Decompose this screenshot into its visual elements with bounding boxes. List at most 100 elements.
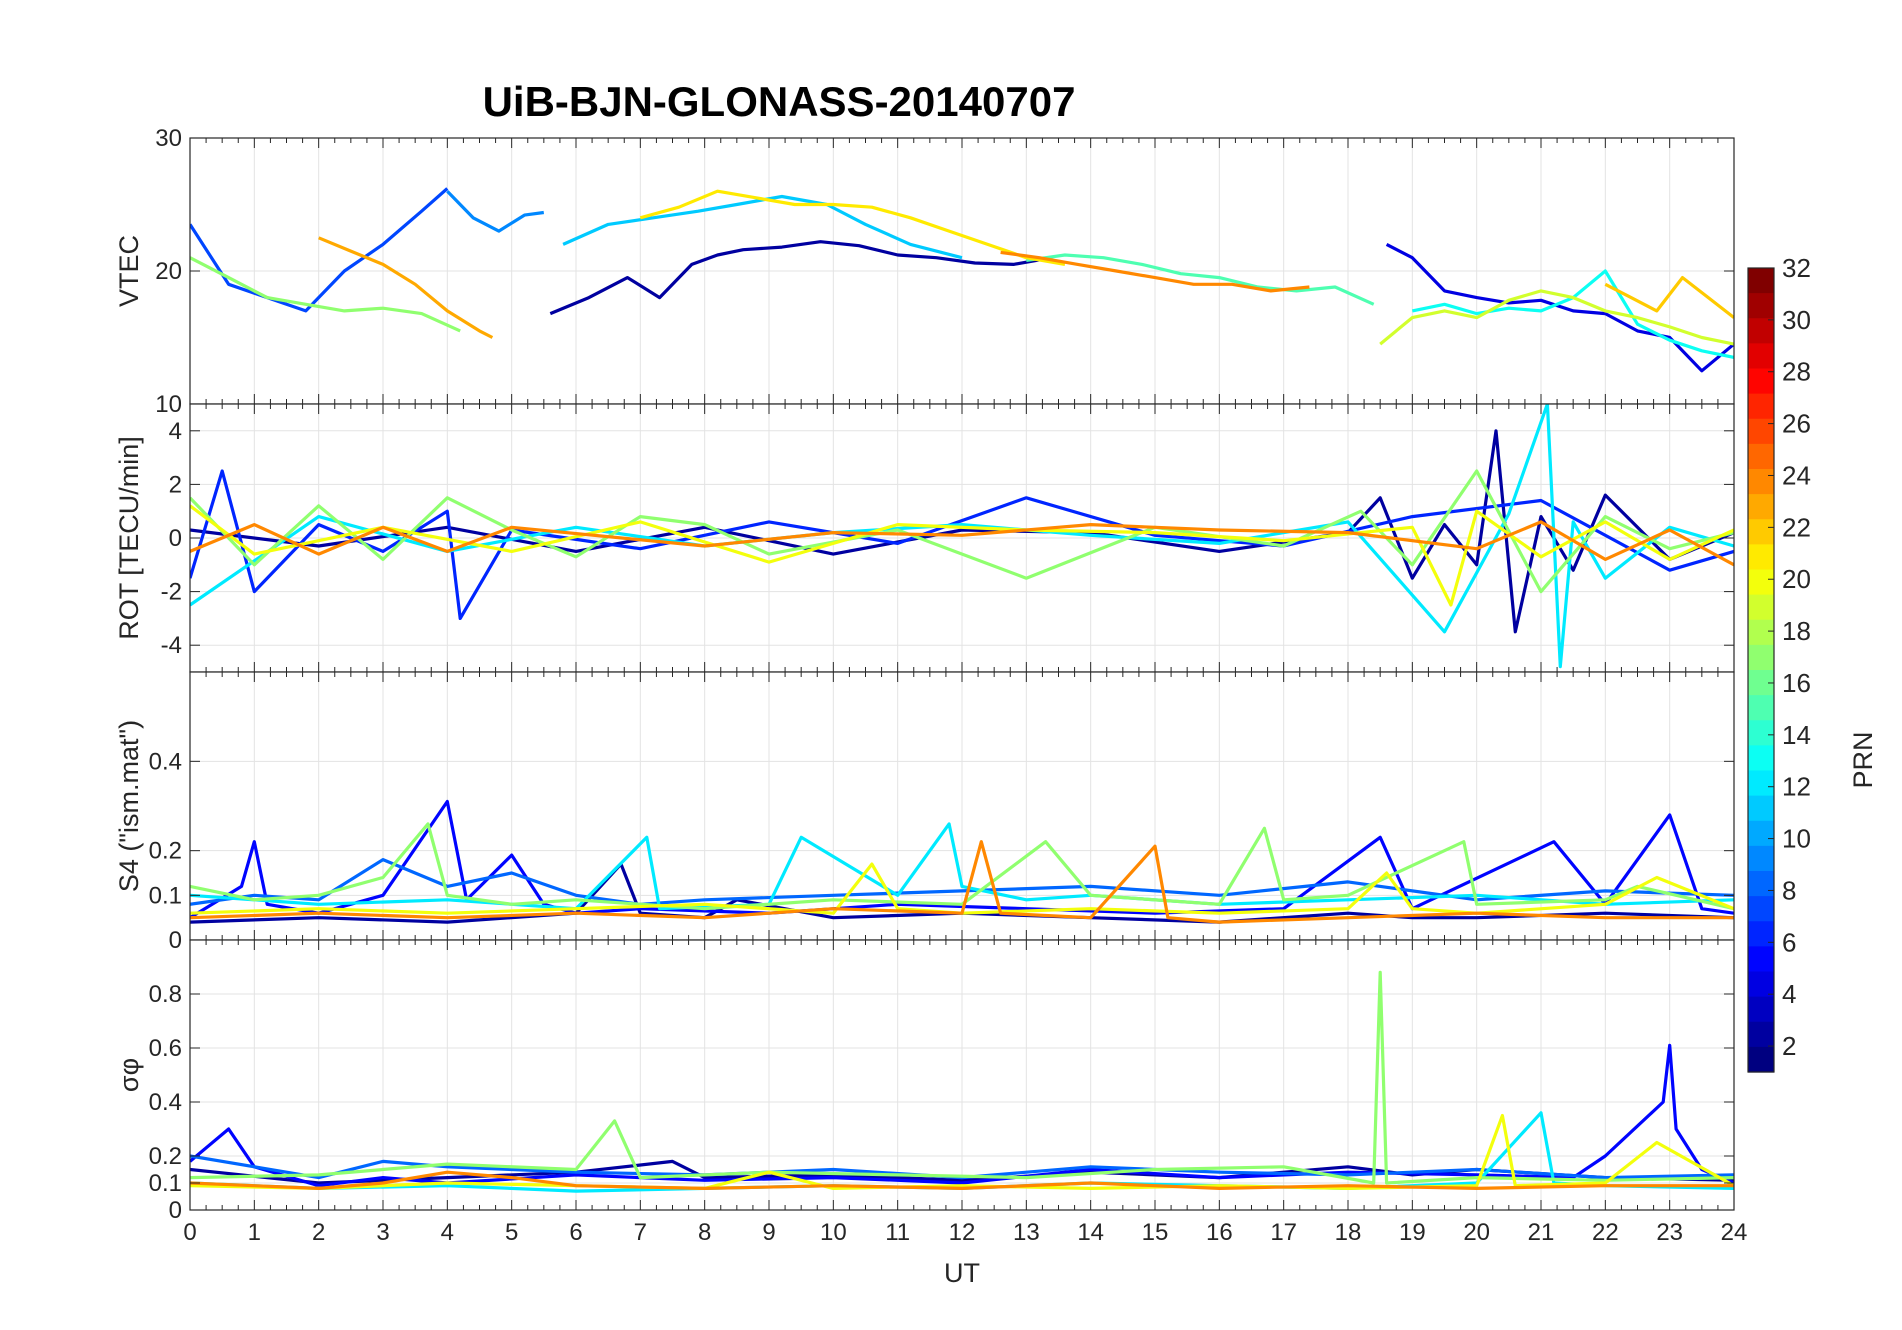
series-line-prn-23: [318, 236, 494, 339]
x-tick-label: 23: [1656, 1219, 1683, 1246]
colorbar-label: PRN: [1848, 731, 1878, 788]
series-line-prn-24: [190, 520, 1734, 567]
series-line-prn-8: [190, 857, 1734, 906]
colorbar-segment: [1748, 820, 1774, 847]
colorbar-segment: [1748, 418, 1774, 445]
colorbar-segment: [1748, 619, 1774, 646]
y-tick-label: 2: [169, 471, 182, 498]
x-axis: 0 1 2 3 4 5 6 7 8 9 10 11 12 13 14 15 16 17 18 19 20 21 22 23 24: [183, 1219, 1747, 1246]
series-line-prn-22: [1604, 276, 1734, 319]
colorbar-tick-label: 16: [1782, 668, 1811, 698]
colorbar-segment: [1748, 996, 1774, 1023]
series-line-prn-24: [190, 1170, 1734, 1191]
x-tick-label: 1: [248, 1219, 261, 1246]
x-tick-label: 9: [762, 1219, 775, 1246]
series-line-prn-8: [190, 1154, 1734, 1180]
colorbar-tick-label: 20: [1782, 564, 1811, 594]
series-line-prn-19: [1379, 289, 1734, 346]
y-axis-label: σφ: [114, 1058, 144, 1092]
series-line-prn-21: [639, 189, 1066, 266]
y-tick-label: -4: [161, 632, 182, 659]
colorbar-tick-label: 6: [1782, 927, 1796, 957]
colorbar-segment: [1748, 720, 1774, 746]
y-tick-label: 0.8: [149, 981, 182, 1008]
series-line-prn-17: [190, 469, 1734, 594]
y-tick-label: 10: [155, 391, 182, 418]
series-line-prn-7: [190, 187, 449, 313]
y-tick-label: 0.2: [149, 838, 182, 865]
y-tick-label: 0.1: [149, 1170, 182, 1197]
x-tick-label: 18: [1335, 1219, 1362, 1246]
x-tick-label: 7: [634, 1219, 647, 1246]
series-line-prn-15: [1026, 253, 1375, 306]
y-axis-label: VTEC: [114, 235, 144, 307]
series-line-prn-2: [549, 240, 1053, 316]
y-tick-label: 20: [155, 258, 182, 285]
chart-title: UiB-BJN-GLONASS-20140707: [483, 78, 1076, 125]
colorbar-segment: [1748, 569, 1774, 596]
series-line-prn-20: [190, 862, 1734, 915]
y-axis-label: ROT [TECU/min]: [114, 436, 144, 640]
series-line-prn-20: [190, 1113, 1734, 1191]
colorbar-segment: [1748, 443, 1774, 470]
panel-s4: 0 0.1 0.2 0.4S4 ("ism.mat"): [114, 671, 1735, 954]
x-tick-label: 19: [1399, 1219, 1426, 1246]
colorbar-tick-label: 4: [1782, 979, 1796, 1009]
series-line-prn-12: [190, 822, 1734, 911]
x-tick-label: 2: [312, 1219, 325, 1246]
y-tick-label: 0: [169, 1197, 182, 1224]
colorbar-segment: [1748, 343, 1774, 370]
series-line-prn-24: [1000, 250, 1310, 293]
x-tick-label: 16: [1206, 1219, 1233, 1246]
x-axis-label: UT: [944, 1258, 980, 1288]
colorbar-segment: [1748, 871, 1774, 897]
x-tick-label: 15: [1142, 1219, 1169, 1246]
colorbar-segment: [1748, 695, 1774, 721]
series-line-prn-17: [190, 822, 1734, 911]
y-tick-label: 0.4: [149, 748, 182, 775]
series-group: [190, 187, 1734, 373]
y-tick-label: 0.6: [149, 1035, 182, 1062]
colorbar-tick-label: 26: [1782, 409, 1811, 439]
series-line-prn-6: [190, 469, 1734, 621]
y-tick-label: 0.2: [149, 1143, 182, 1170]
x-tick-label: 20: [1463, 1219, 1490, 1246]
colorbar-segment: [1748, 1021, 1774, 1048]
series-line-prn-17: [190, 256, 461, 333]
colorbar-tick-label: 2: [1782, 1031, 1796, 1061]
x-tick-label: 17: [1270, 1219, 1297, 1246]
y-tick-label: 30: [155, 125, 182, 152]
colorbar-segment: [1748, 318, 1774, 344]
colorbar-segment: [1748, 368, 1774, 395]
panel-sigma: 00.10.2 0.4 0.6 0.8 σφ: [114, 939, 1735, 1224]
y-axis-label: S4 ("ism.mat"): [114, 720, 144, 892]
colorbar-segment: [1748, 795, 1774, 822]
x-tick-label: 12: [949, 1219, 976, 1246]
series-line-prn-11: [562, 194, 963, 260]
colorbar-segment: [1748, 293, 1774, 319]
colorbar-tick-label: 18: [1782, 616, 1811, 646]
x-tick-label: 0: [183, 1219, 196, 1246]
colorbar-segment: [1748, 469, 1774, 495]
colorbar-tick-label: 24: [1782, 460, 1811, 490]
colorbar-tick-label: 8: [1782, 875, 1796, 905]
colorbar-frame: [1747, 267, 1775, 1073]
colorbar-segment: [1748, 946, 1774, 973]
x-tick-label: 24: [1721, 1219, 1748, 1246]
x-tick-label: 5: [505, 1219, 518, 1246]
series-line-prn-9: [446, 190, 545, 233]
colorbar-segment: [1748, 745, 1774, 772]
colorbar-segment: [1748, 1046, 1774, 1073]
y-tick-label: 0: [169, 525, 182, 552]
series-group: [190, 970, 1734, 1193]
panel-rot: -4 -2 0 2 4 ROT [TECU/min]: [114, 403, 1735, 673]
y-tick-label: 0: [169, 927, 182, 954]
colorbar-segment: [1748, 519, 1774, 545]
x-tick-label: 21: [1528, 1219, 1555, 1246]
colorbar-segment: [1748, 268, 1774, 294]
panel-vtec: 10 20 30 VTEC: [114, 125, 1735, 418]
colorbar-segment: [1748, 770, 1774, 797]
